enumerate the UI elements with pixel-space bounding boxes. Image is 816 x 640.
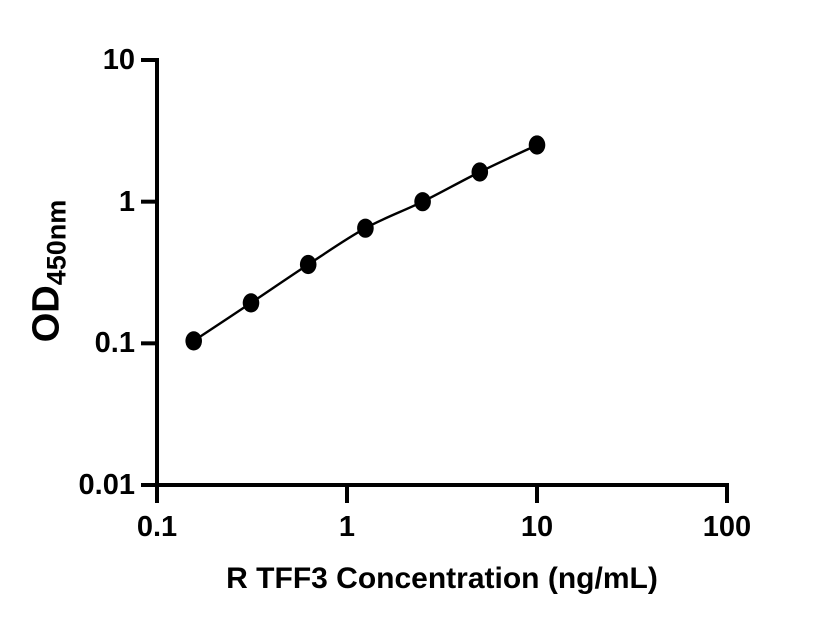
y-tick-label: 1 xyxy=(118,185,135,218)
y-axis-title-main: OD xyxy=(25,285,68,343)
data-point-marker xyxy=(414,192,431,212)
x-tick-label: 1 xyxy=(338,511,356,543)
data-point-marker xyxy=(242,293,260,313)
x-axis-title: R TFF3 Concentration (ng/mL) xyxy=(226,562,658,595)
x-tick-label: 100 xyxy=(702,511,752,543)
y-tick-label: 0.1 xyxy=(94,327,135,360)
y-tick-label: 10 xyxy=(102,44,135,76)
x-tick-label: 0.1 xyxy=(136,511,178,543)
y-axis-title-subscript: 450nm xyxy=(41,199,72,286)
data-point-marker xyxy=(357,218,374,238)
data-point-marker xyxy=(471,162,489,182)
y-axis-title: OD450nm xyxy=(26,200,73,343)
data-point-marker xyxy=(299,254,317,275)
data-point-marker xyxy=(185,331,202,351)
y-tick-label: 0.01 xyxy=(78,469,135,501)
x-tick-label: 10 xyxy=(520,511,554,543)
axis-frame xyxy=(155,58,729,487)
data-point-marker xyxy=(528,135,546,155)
